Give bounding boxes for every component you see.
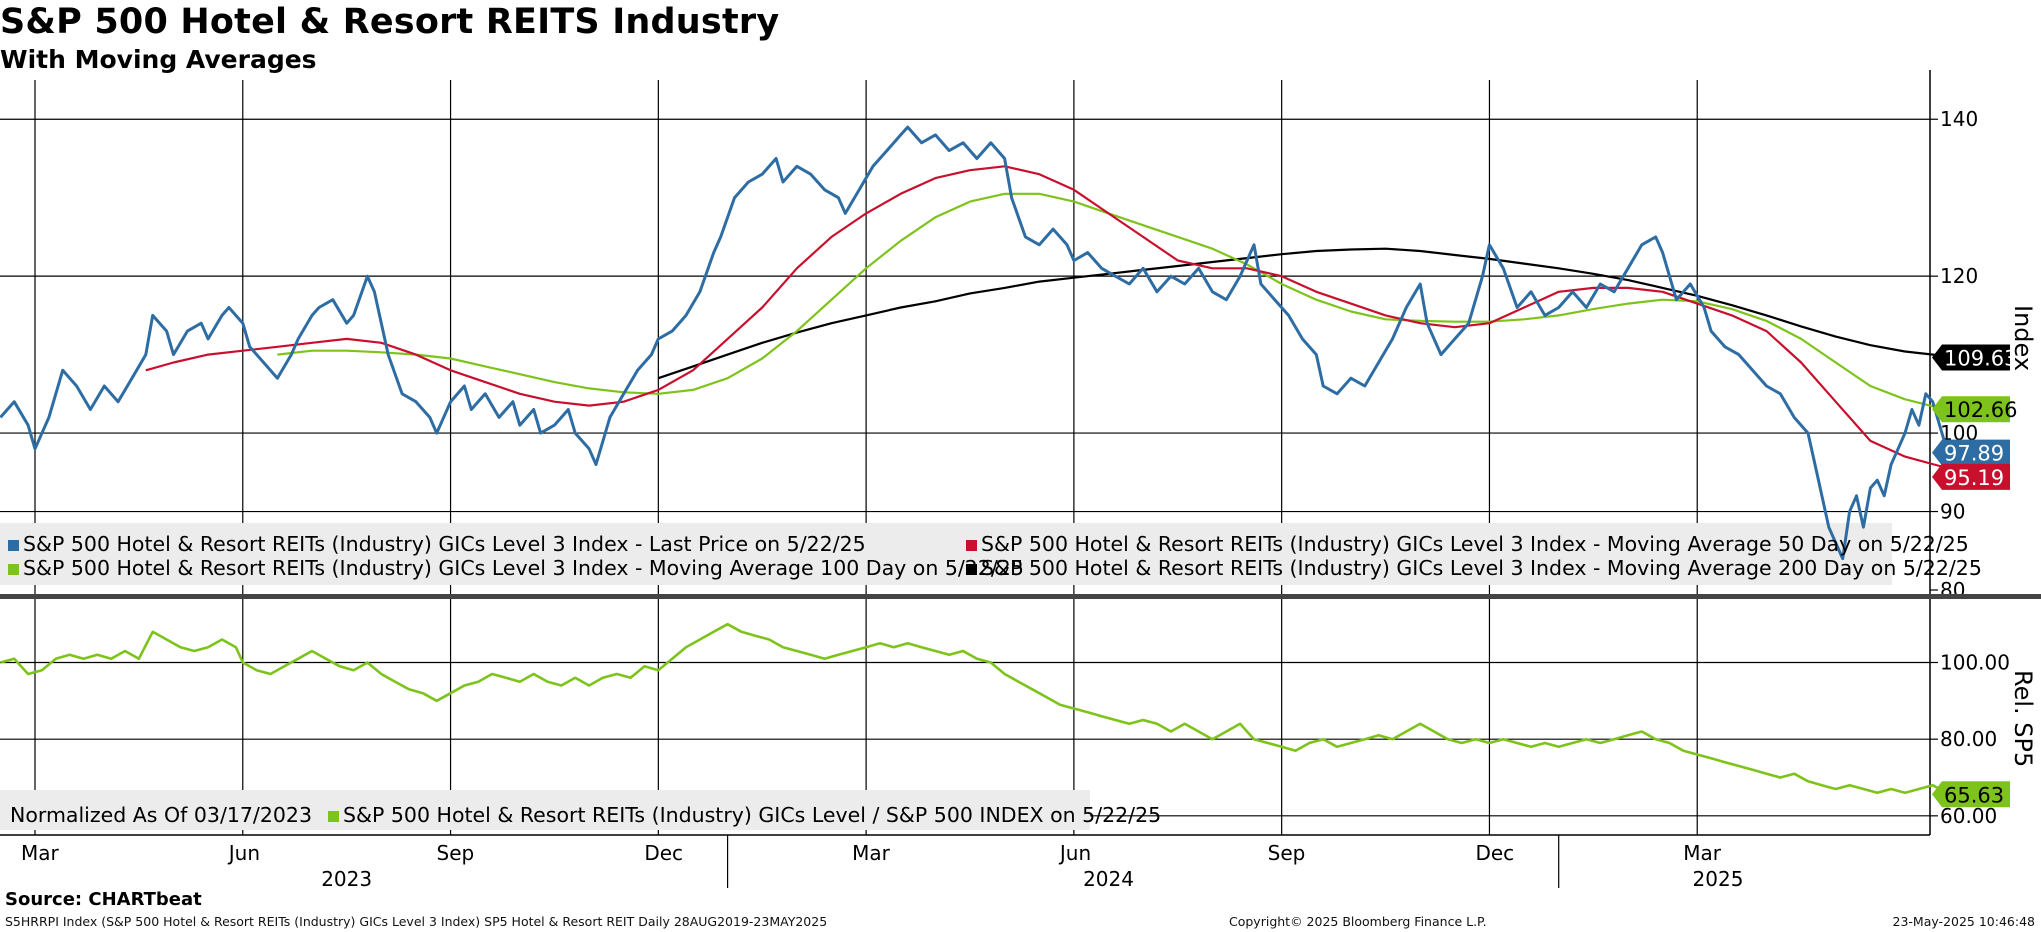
legend-upper-right: S&P 500 Hotel & Resort REITs (Industry) …: [966, 532, 1982, 580]
legend-upper-background: [0, 523, 1892, 585]
legend-entry-3: S&P 500 Hotel & Resort REITs (Industry) …: [966, 556, 1982, 580]
value-tag-relative: 65.63: [1932, 781, 2010, 808]
legend-swatch-lower-1: [328, 811, 340, 822]
footer-timestamp: 23-May-2025 10:46:48: [1892, 914, 2035, 929]
series-line-moving-average-100-day: [277, 192, 1961, 414]
source-label: Source: CHARTbeat: [5, 889, 202, 910]
x-tick-label-0: Mar: [21, 841, 60, 865]
x-tick-label-8: Mar: [1683, 841, 1722, 865]
legend-label-1: S&P 500 Hotel & Resort REITs (Industry) …: [981, 532, 1969, 556]
x-tick-label-7: Dec: [1475, 841, 1514, 865]
legend-label-3: S&P 500 Hotel & Resort REITs (Industry) …: [981, 556, 1982, 580]
value-tag-ma100-background: [1932, 396, 2010, 423]
x-tick-label-1: Jun: [227, 841, 260, 865]
series-line-moving-average-200-day: [657, 247, 1961, 380]
x-tick-label-4: Mar: [852, 841, 891, 865]
value-tag-price-background: [1932, 439, 2010, 466]
y-tick-label-lower-2: 100.00: [1940, 651, 2010, 675]
legend-entry-2: S&P 500 Hotel & Resort REITs (Industry) …: [8, 556, 1024, 580]
legend-label-0: S&P 500 Hotel & Resort REITs (Industry) …: [23, 532, 866, 556]
chart-subtitle: With Moving Averages: [0, 45, 317, 74]
value-tag-ma100: 102.66: [1932, 396, 2017, 423]
value-tag-ma200: 109.63: [1932, 344, 2017, 371]
value-tag-ma50-text: 95.19: [1944, 466, 2004, 490]
y-axis-title-upper: Index: [2009, 305, 2037, 371]
value-tag-ma100-text: 102.66: [1944, 398, 2017, 422]
series-line-relative: [0, 622, 1961, 796]
value-tag-ma200-text: 109.63: [1944, 347, 2017, 371]
value-tag-relative-text: 65.63: [1944, 783, 2004, 807]
legend-label-2: S&P 500 Hotel & Resort REITs (Industry) …: [23, 556, 1024, 580]
year-label-0: 2023: [321, 867, 372, 891]
legend-swatch-2: [8, 564, 19, 575]
legend-entry-lower-1: S&P 500 Hotel & Resort REITs (Industry) …: [328, 803, 1161, 827]
panel-divider: [0, 594, 2041, 599]
legend-swatch-3: [966, 564, 977, 575]
legend-lower: Normalized As Of 03/17/2023 S&P 500 Hotel…: [10, 803, 1161, 827]
legend-swatch-1: [966, 540, 977, 551]
x-tick-label-5: Jun: [1058, 841, 1091, 865]
value-tag-price-text: 97.89: [1944, 442, 2004, 466]
value-tag-ma200-background: [1932, 344, 2010, 371]
legend-lower-background: [0, 790, 1090, 830]
value-tag-price: 97.89: [1932, 439, 2010, 466]
x-tick-label-2: Sep: [437, 841, 475, 865]
y-tick-label-upper-4: 140: [1940, 107, 1978, 131]
footer-left: S5HRRPI Index (S&P 500 Hotel & Resort RE…: [5, 914, 828, 929]
footer-copyright: Copyright© 2025 Bloomberg Finance L.P.: [1229, 914, 1487, 929]
value-tag-ma50: 95.19: [1932, 463, 2010, 490]
legend-entry-lower-0: Normalized As Of 03/17/2023: [10, 803, 312, 827]
y-tick-label-lower-1: 80.00: [1940, 727, 1997, 751]
legend-label-lower-0: Normalized As Of 03/17/2023: [10, 803, 313, 827]
y-axis-title-lower: Rel. SP5: [2009, 670, 2037, 767]
year-label-2: 2025: [1693, 867, 1744, 891]
year-label-1: 2024: [1083, 867, 1134, 891]
chart-title: S&P 500 Hotel & Resort REITS Industry: [0, 2, 780, 42]
value-tag-relative-background: [1932, 781, 2010, 808]
legend-entry-1: S&P 500 Hotel & Resort REITs (Industry) …: [966, 532, 1982, 556]
y-tick-label-lower-0: 60.00: [1940, 804, 1997, 828]
legend-label-lower-1: S&P 500 Hotel & Resort REITs (Industry) …: [343, 803, 1162, 827]
series-line-moving-average-50-day: [145, 165, 1961, 472]
x-tick-label-6: Sep: [1268, 841, 1306, 865]
x-tick-label-3: Dec: [644, 841, 683, 865]
legend-swatch-0: [8, 540, 19, 551]
series-line-last-price: [0, 125, 1962, 561]
legend-upper: S&P 500 Hotel & Resort REITs (Industry) …: [8, 532, 1024, 580]
y-tick-label-upper-1: 90: [1940, 500, 1965, 524]
y-tick-label-upper-3: 120: [1940, 264, 1978, 288]
legend-entry-0: S&P 500 Hotel & Resort REITs (Industry) …: [8, 532, 1024, 556]
value-tag-ma50-background: [1932, 463, 2010, 490]
